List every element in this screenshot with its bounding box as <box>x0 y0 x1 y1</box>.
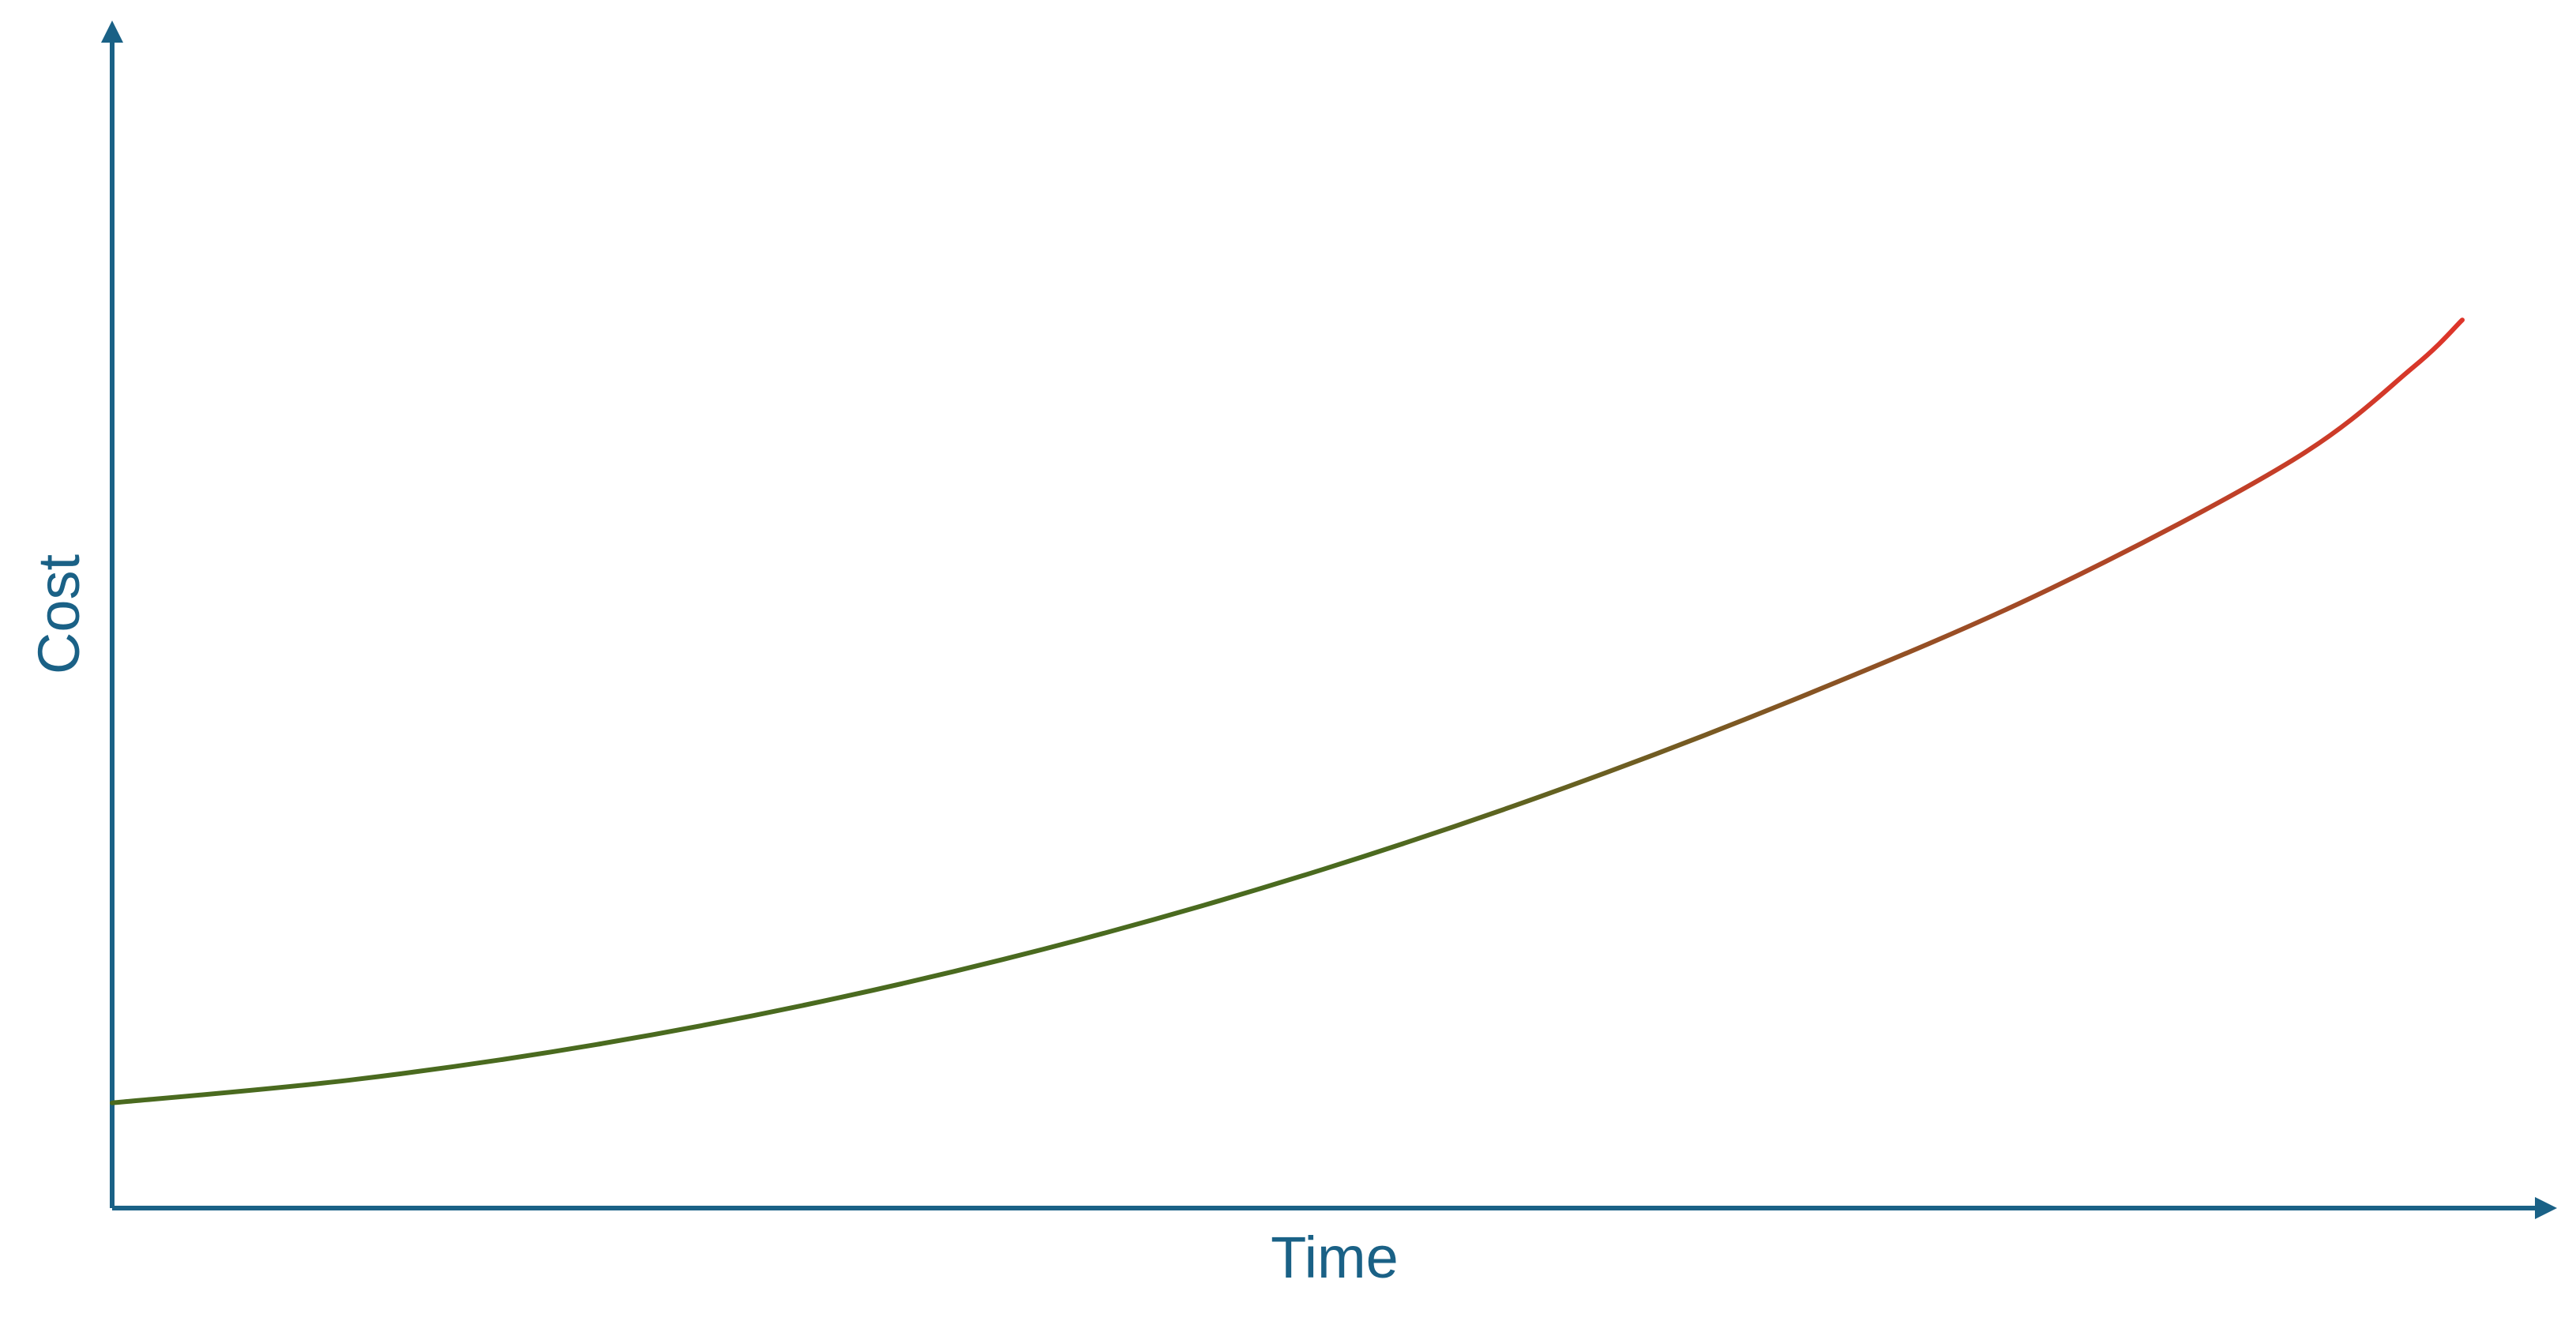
cost-curve-line <box>110 317 2465 1105</box>
x-axis-arrowhead <box>2535 1197 2557 1219</box>
y-axis-label: Cost <box>26 554 92 674</box>
y-axis <box>101 21 123 1208</box>
x-axis-label: Time <box>1271 1225 1399 1290</box>
series-layer <box>110 317 2465 1105</box>
y-axis-arrowhead <box>101 21 123 43</box>
x-axis <box>112 1197 2557 1219</box>
